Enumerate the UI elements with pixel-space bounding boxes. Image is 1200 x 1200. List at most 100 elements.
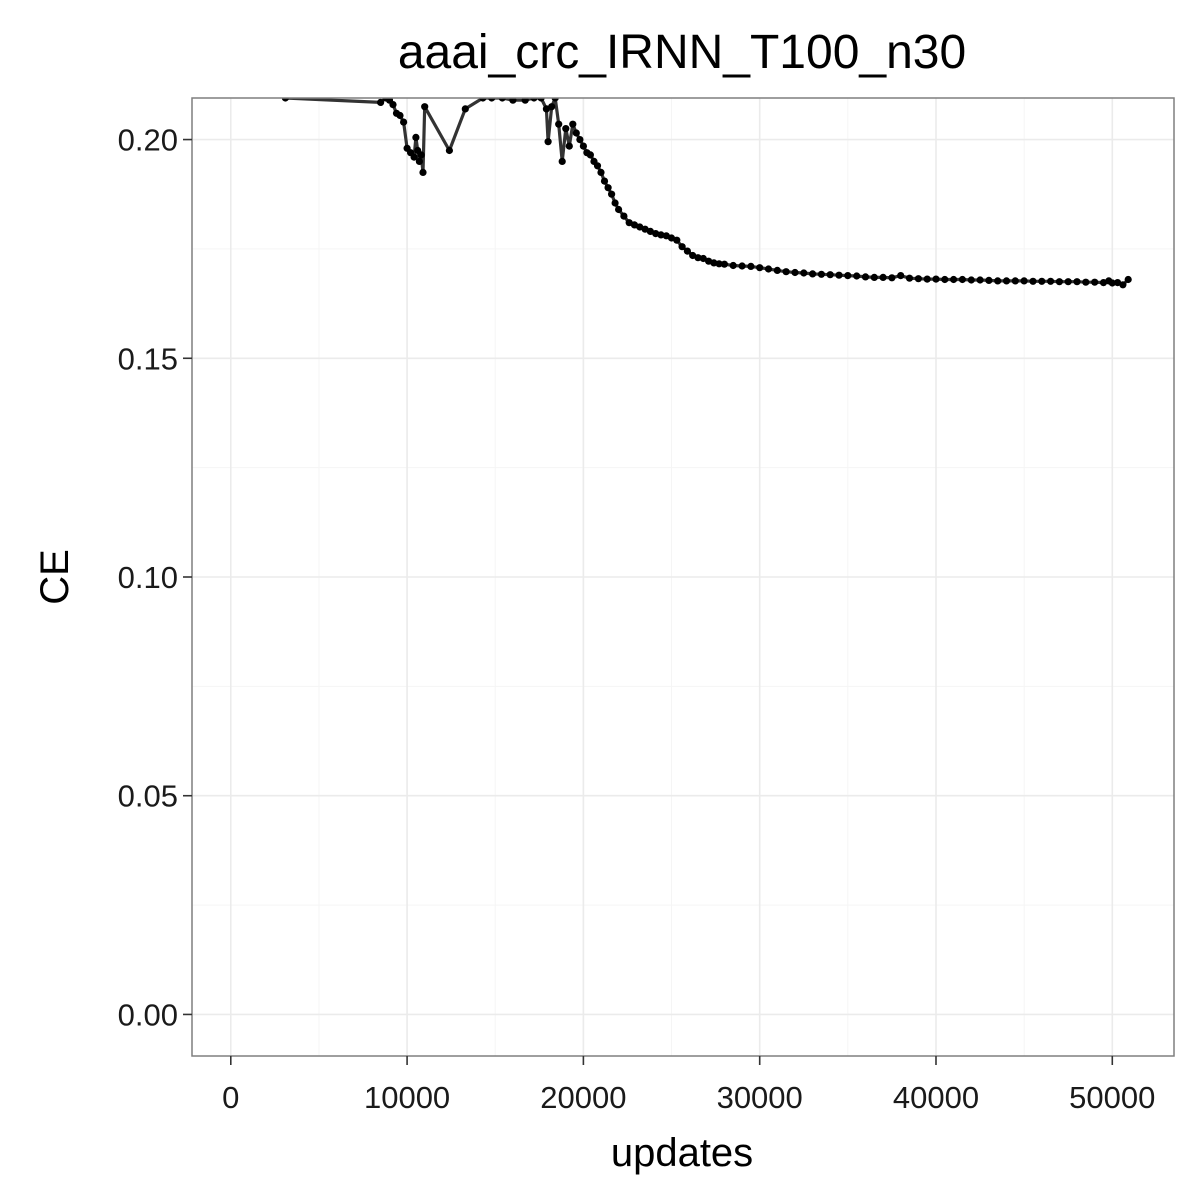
data-point — [1038, 277, 1046, 285]
data-point — [537, 98, 545, 102]
data-point — [586, 151, 595, 159]
data-point — [994, 277, 1002, 285]
data-point — [555, 120, 563, 128]
data-point — [791, 268, 799, 277]
x-tick-label: 20000 — [540, 1080, 626, 1115]
data-point — [879, 273, 887, 281]
data-point — [958, 275, 967, 284]
data-point — [782, 268, 790, 276]
data-point — [604, 184, 612, 192]
data-point — [1055, 278, 1063, 286]
data-point — [620, 212, 628, 220]
data-point — [412, 133, 420, 141]
y-axis-title: CE — [33, 549, 77, 605]
data-point — [445, 146, 453, 155]
data-point — [844, 272, 852, 280]
data-point — [1011, 277, 1019, 285]
data-point — [1082, 278, 1090, 286]
data-point — [729, 261, 737, 270]
data-point — [1119, 281, 1127, 289]
data-point — [683, 247, 692, 255]
data-point — [1029, 277, 1037, 285]
data-point — [747, 262, 755, 270]
x-axis-title: updates — [611, 1131, 753, 1175]
data-point — [558, 157, 566, 165]
data-point — [421, 103, 429, 111]
data-point — [488, 98, 496, 102]
data-point — [773, 266, 781, 274]
data-point — [976, 276, 984, 284]
data-point — [715, 260, 723, 268]
data-point — [861, 273, 870, 281]
data-point — [1002, 277, 1011, 285]
x-tick-label: 10000 — [364, 1080, 450, 1115]
data-point — [521, 98, 529, 104]
data-point — [410, 153, 418, 161]
data-point — [853, 272, 861, 280]
data-point — [597, 168, 605, 176]
data-point — [479, 98, 487, 102]
data-point — [923, 275, 931, 283]
data-point — [678, 243, 686, 251]
data-point — [461, 105, 469, 113]
gridlines — [192, 98, 1174, 1056]
y-tick-label: 0.00 — [118, 997, 178, 1032]
data-point — [615, 205, 623, 214]
data-point — [611, 199, 619, 207]
data-point — [720, 260, 729, 268]
data-point — [1064, 278, 1072, 286]
data-point — [576, 136, 584, 144]
y-tick-label: 0.20 — [118, 123, 178, 158]
data-point — [1108, 279, 1116, 287]
data-point — [1091, 278, 1099, 286]
data-point — [809, 270, 817, 278]
x-tick-label: 40000 — [893, 1080, 979, 1115]
data-point — [281, 98, 289, 102]
data-point — [548, 103, 556, 111]
data-point — [694, 254, 702, 262]
data-point — [738, 262, 746, 270]
y-tick-label: 0.10 — [118, 560, 178, 595]
data-point — [897, 272, 905, 280]
data-point — [941, 275, 949, 284]
x-tick-label: 30000 — [717, 1080, 803, 1115]
data-point — [509, 98, 517, 104]
data-point — [673, 236, 681, 244]
data-point — [419, 168, 427, 176]
plot-area — [191, 97, 1175, 1057]
data-point — [551, 98, 559, 102]
x-tick-label: 0 — [222, 1080, 239, 1115]
data-point — [950, 275, 958, 284]
data-point — [657, 231, 665, 239]
data-point — [1073, 278, 1081, 286]
data-point — [870, 273, 878, 281]
data-point — [1020, 277, 1028, 285]
data-point — [498, 98, 506, 102]
data-point — [699, 254, 707, 263]
data-point — [562, 125, 570, 133]
data-point — [914, 275, 923, 283]
data-point — [888, 274, 896, 282]
data-point — [565, 142, 573, 150]
data-point — [579, 142, 588, 150]
data-point — [600, 177, 609, 185]
data-point — [572, 129, 580, 137]
data-point — [1047, 277, 1055, 285]
data-point — [396, 111, 404, 120]
y-tick-label: 0.05 — [118, 779, 178, 814]
data-point — [544, 138, 552, 146]
data-point — [389, 101, 397, 109]
data-point — [608, 190, 616, 198]
x-axis: 0 10000 20000 30000 40000 50000 — [222, 1056, 1155, 1115]
x-tick-label: 50000 — [1069, 1080, 1155, 1115]
data-point — [593, 162, 602, 170]
data-point — [967, 276, 975, 284]
chart-title: aaai_crc_IRNN_T100_n30 — [398, 26, 966, 79]
y-axis: 0.00 0.05 0.10 0.15 0.20 — [118, 123, 192, 1032]
data-point — [1124, 275, 1132, 284]
data-point — [985, 276, 993, 284]
data-point — [905, 274, 914, 282]
data-point — [415, 157, 423, 165]
data-point — [400, 118, 408, 126]
